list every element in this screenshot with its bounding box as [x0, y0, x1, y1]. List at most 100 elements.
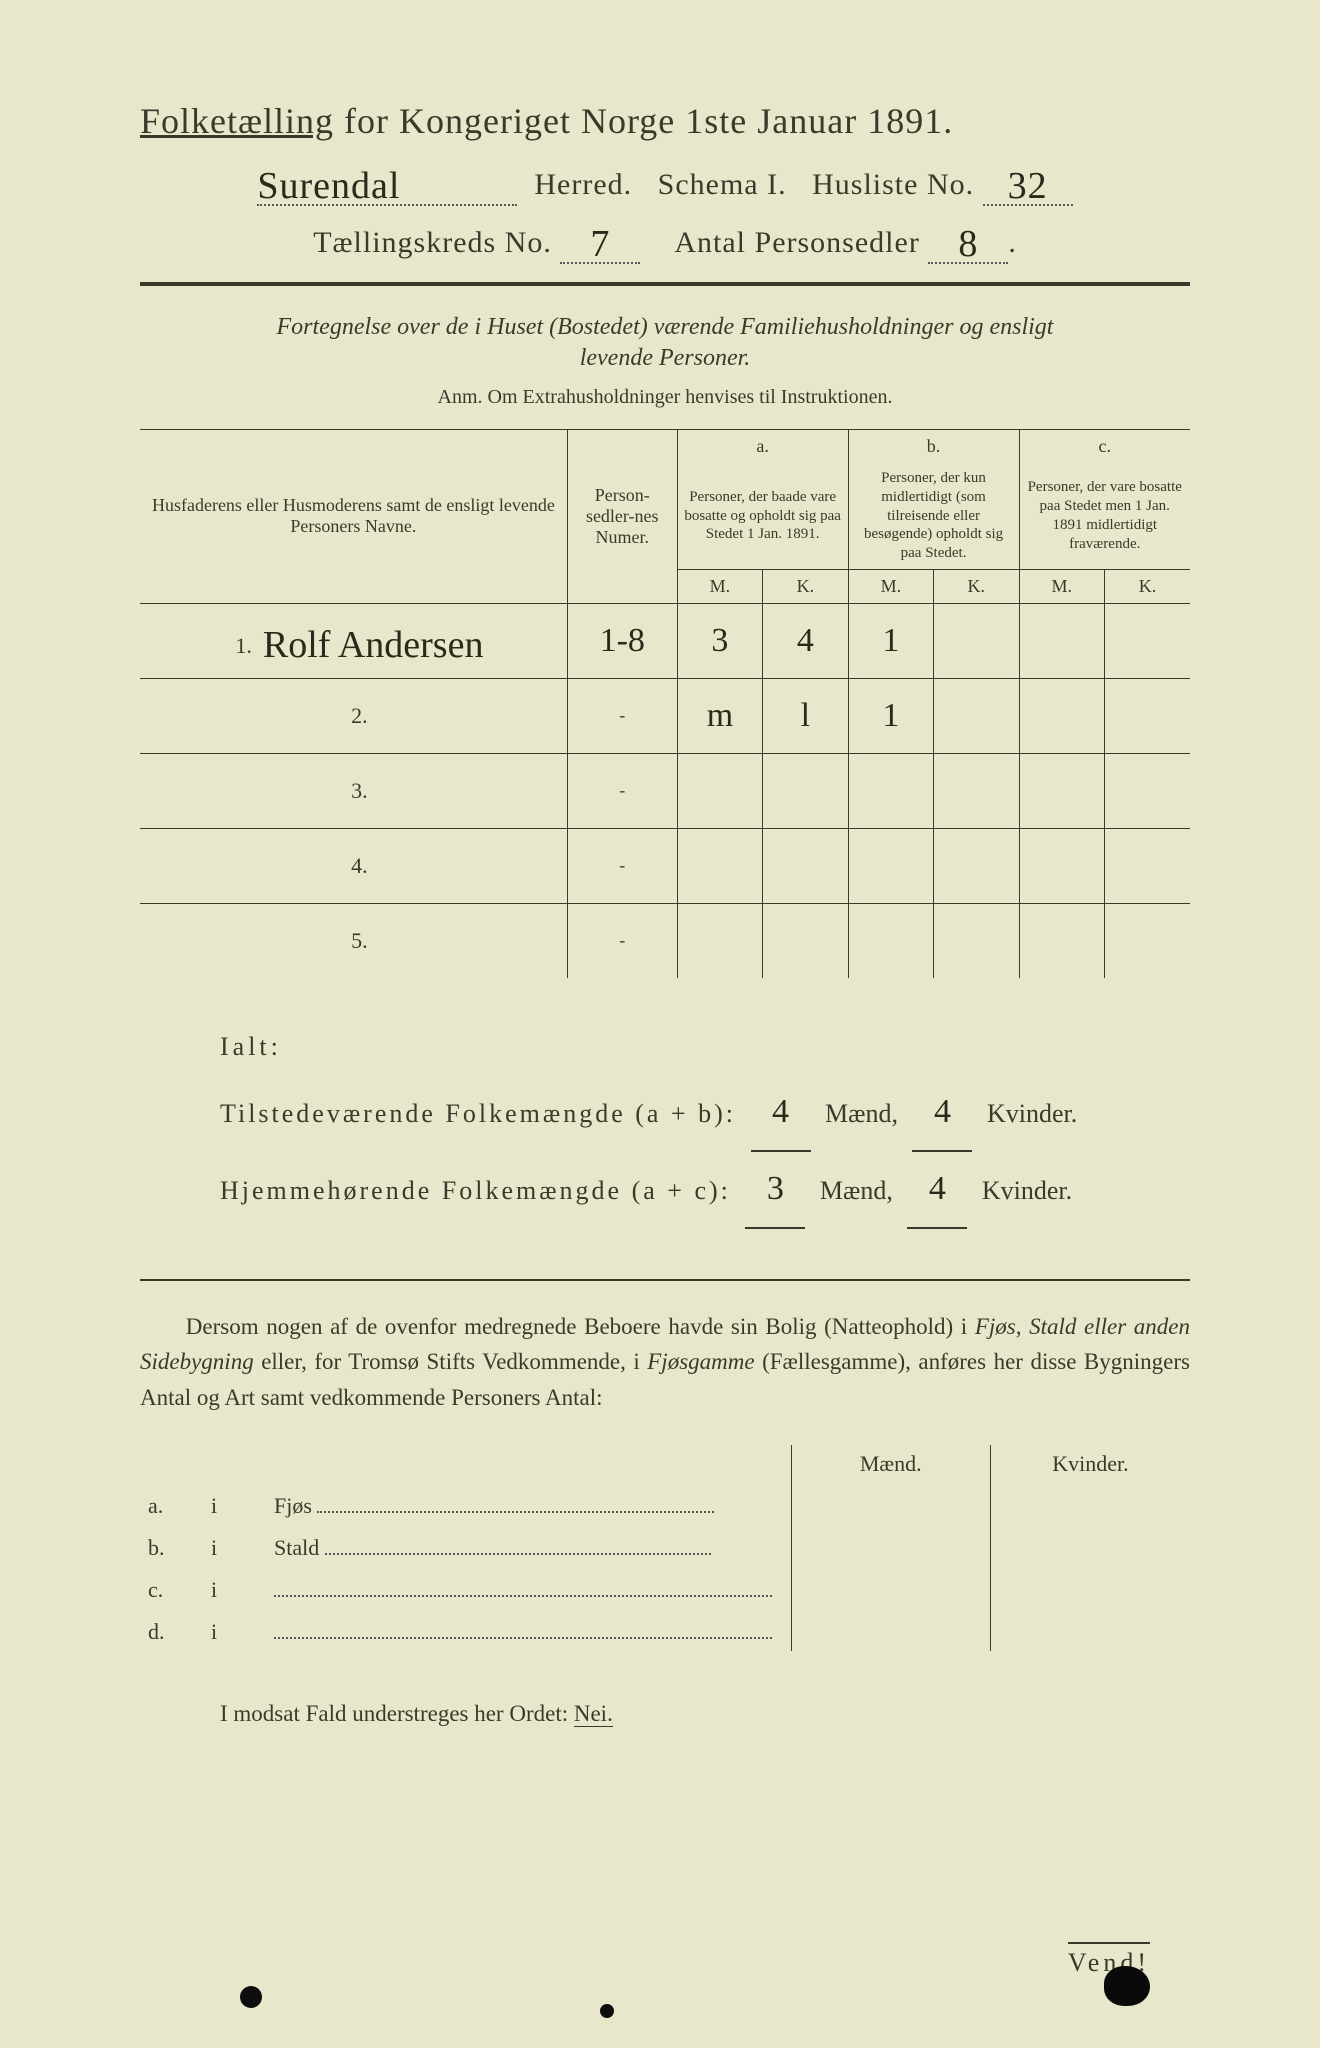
- cell: [1104, 753, 1190, 828]
- cell: [1104, 678, 1190, 753]
- census-form-page: Folketælling for Kongeriget Norge 1ste J…: [0, 0, 1320, 2048]
- lr-a: c.: [140, 1567, 203, 1609]
- cell: [848, 753, 933, 828]
- lr-b: i: [203, 1483, 266, 1525]
- nei-text: I modsat Fald understreges her Ordet:: [220, 1701, 568, 1726]
- subtitle-line-2: levende Personer.: [140, 345, 1190, 372]
- nei-line: I modsat Fald understreges her Ordet: Ne…: [220, 1701, 1190, 1727]
- cell: -: [619, 705, 625, 725]
- row-name: Rolf Andersen: [263, 623, 484, 667]
- sum-ab-label: Tilstedeværende Folkemængde (a + b):: [220, 1099, 736, 1128]
- header-line-3: Tællingskreds No. 7 Antal Personsedler 8…: [140, 218, 1190, 264]
- lr-a: d.: [140, 1609, 203, 1651]
- cell: [677, 828, 762, 903]
- col-name-header: Husfaderens eller Husmoderens samt de en…: [140, 430, 567, 604]
- cell: [1019, 828, 1104, 903]
- ac-m-value: 3: [767, 1170, 784, 1207]
- lr-m: [791, 1525, 991, 1567]
- husliste-label: Husliste No.: [812, 168, 974, 201]
- kreds-label: Tællingskreds No.: [313, 226, 552, 259]
- kvinder-label: Kvinder.: [987, 1099, 1077, 1128]
- table-row: 4. -: [140, 828, 1190, 903]
- lower-row: b. i Stald: [140, 1525, 1190, 1567]
- c-m: M.: [1019, 569, 1104, 603]
- rule-2: [140, 1279, 1190, 1281]
- lr-text: Fjøs: [274, 1493, 312, 1518]
- nei-word: Nei.: [574, 1701, 613, 1727]
- header-line-2: Surendal Herred. Schema I. Husliste No. …: [140, 160, 1190, 206]
- lr-m: [791, 1483, 991, 1525]
- col-c-letter: c.: [1019, 430, 1190, 464]
- col-a-header: Personer, der baade vare bosatte og opho…: [677, 463, 848, 569]
- sum-ac-label: Hjemmehørende Folkemængde (a + c):: [220, 1176, 731, 1205]
- cell: l: [801, 697, 810, 734]
- cell: m: [707, 697, 733, 734]
- maend-label: Mænd,: [820, 1176, 893, 1205]
- row-n: 4.: [351, 853, 368, 878]
- lower-row: d. i: [140, 1609, 1190, 1651]
- dots: [274, 1573, 772, 1597]
- husliste-value: 32: [1008, 164, 1048, 208]
- table-row: 5. -: [140, 903, 1190, 978]
- title-prefix: Folketælling: [140, 101, 334, 141]
- dots: [274, 1615, 772, 1639]
- lr-k: [991, 1609, 1191, 1651]
- cell: [677, 903, 762, 978]
- cell: [848, 828, 933, 903]
- kvinder-label: Kvinder.: [982, 1176, 1072, 1205]
- punch-hole-icon: [600, 2004, 614, 2018]
- col-a-letter: a.: [677, 430, 848, 464]
- page-title: Folketælling for Kongeriget Norge 1ste J…: [140, 100, 1190, 142]
- lr-b: i: [203, 1609, 266, 1651]
- schema-label: Schema I.: [658, 168, 787, 201]
- cell: [1104, 903, 1190, 978]
- col-num-header: Person-sedler-nes Numer.: [567, 430, 677, 604]
- ink-blot-icon: [1104, 1966, 1150, 2006]
- rule-1: [140, 282, 1190, 286]
- cell: [934, 753, 1019, 828]
- totals-block: Ialt: Tilstedeværende Folkemængde (a + b…: [220, 1018, 1190, 1229]
- cell: [1019, 753, 1104, 828]
- lower-row: a. i Fjøs: [140, 1483, 1190, 1525]
- col-b-header: Personer, der kun midlertidigt (som tilr…: [848, 463, 1019, 569]
- cell: [763, 753, 848, 828]
- antal-label: Antal Personsedler: [674, 226, 919, 259]
- cell: [1019, 903, 1104, 978]
- sum-line-ac: Hjemmehørende Folkemængde (a + c): 3 Mæn…: [220, 1152, 1190, 1229]
- cell: -: [619, 780, 625, 800]
- table-row: 3. -: [140, 753, 1190, 828]
- cell: 1: [882, 622, 899, 659]
- kreds-value: 7: [590, 222, 610, 266]
- dots: [325, 1531, 711, 1555]
- ialt-label: Ialt:: [220, 1018, 1190, 1075]
- lr-m: [791, 1567, 991, 1609]
- lr-m: [791, 1609, 991, 1651]
- lower-kvinder: Kvinder.: [991, 1445, 1191, 1483]
- c-k: K.: [1104, 569, 1190, 603]
- dots: [317, 1489, 714, 1513]
- a-k: K.: [763, 569, 848, 603]
- subtitle-line-1: Fortegnelse over de i Huset (Bostedet) v…: [140, 314, 1190, 341]
- lr-k: [991, 1483, 1191, 1525]
- cell: 3: [711, 622, 728, 659]
- lr-b: i: [203, 1567, 266, 1609]
- antal-value: 8: [958, 222, 978, 266]
- cell: -: [619, 855, 625, 875]
- cell: [848, 903, 933, 978]
- lr-b: i: [203, 1525, 266, 1567]
- cell: [763, 828, 848, 903]
- lr-k: [991, 1525, 1191, 1567]
- row-n: 2.: [351, 703, 368, 728]
- ab-k-value: 4: [934, 1093, 951, 1130]
- ac-k-value: 4: [929, 1170, 946, 1207]
- cell: [934, 903, 1019, 978]
- row-n: 3.: [351, 778, 368, 803]
- lr-a: b.: [140, 1525, 203, 1567]
- maend-label: Mænd,: [825, 1099, 898, 1128]
- cell: 1-8: [600, 622, 645, 659]
- cell: [763, 903, 848, 978]
- lower-maend: Mænd.: [791, 1445, 991, 1483]
- anm-note: Anm. Om Extrahusholdninger henvises til …: [140, 386, 1190, 409]
- row-n: 1.: [235, 633, 252, 658]
- cell: [1019, 678, 1104, 753]
